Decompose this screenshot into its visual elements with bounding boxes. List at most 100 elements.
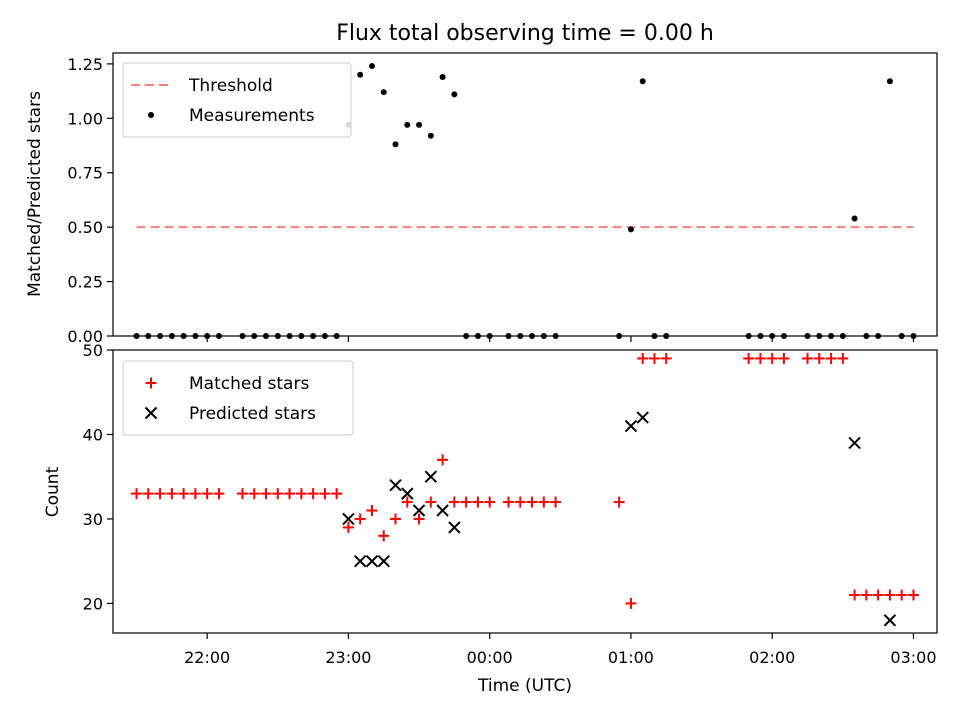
- chart-title: Flux total observing time = 0.00 h: [336, 21, 714, 46]
- matched-star-point: [154, 488, 166, 500]
- bottom-axes-frame: [112, 349, 938, 634]
- xtick-label: 23:00: [325, 648, 371, 667]
- legend-box: [122, 360, 354, 436]
- predicted-star-point: [424, 470, 438, 483]
- measurement-point: [416, 121, 423, 128]
- matched-star-point: [637, 352, 649, 364]
- predicted-star-point: [412, 504, 426, 517]
- matched-star-point: [401, 496, 413, 508]
- predicted-star-point: [389, 478, 402, 492]
- predicted-star-point: [436, 504, 449, 517]
- matched-star-point: [625, 597, 637, 609]
- matched-star-point: [213, 488, 225, 500]
- predicted-star-point: [401, 487, 414, 500]
- matched-star-point: [660, 352, 672, 364]
- matched-star-point: [472, 496, 484, 508]
- matched-star-point: [448, 496, 460, 508]
- matched-star-point: [613, 496, 625, 508]
- predicted-star-point: [365, 554, 379, 568]
- matched-star-point: [413, 513, 425, 525]
- predicted-star-point: [448, 521, 461, 534]
- matched-star-point: [754, 352, 766, 364]
- matched-star-point: [813, 352, 825, 364]
- top-legend: Threshold Measurements: [122, 62, 352, 138]
- measurement-point: [451, 91, 458, 98]
- matched-star-point: [142, 488, 154, 500]
- matched-star-point: [189, 488, 201, 500]
- matched-star-point: [896, 589, 908, 601]
- matched-star-point: [550, 496, 562, 508]
- xtick-label: 00:00: [467, 648, 513, 667]
- matched-star-point: [284, 488, 296, 500]
- bottom-ytick-label: 40: [83, 425, 103, 444]
- matched-star-point: [514, 496, 526, 508]
- measurement-point: [627, 226, 634, 233]
- matched-star-point: [484, 496, 496, 508]
- matched-star-point: [437, 454, 449, 466]
- ratio-subplot: Flux total observing time = 0.00 h Match…: [25, 21, 938, 346]
- matched-star-point: [778, 352, 790, 364]
- top-axes-frame: [112, 52, 938, 337]
- legend-label: Matched stars: [189, 374, 309, 394]
- x-axis-label: Time (UTC): [477, 676, 572, 696]
- top-ytick-label: 0.25: [67, 273, 103, 292]
- matched-star-point: [825, 352, 837, 364]
- bottom-ytick-label: 20: [83, 594, 103, 613]
- matched-star-point: [354, 513, 366, 525]
- legend-box: [122, 62, 352, 138]
- bottom-legend: Matched stars Predicted stars: [122, 360, 354, 436]
- bottom-plot-marks: [131, 352, 919, 627]
- matched-star-point: [178, 488, 190, 500]
- bottom-y-ticks: 20 30 40 50: [83, 341, 113, 613]
- xtick-label: 01:00: [608, 648, 654, 667]
- predicted-star-point: [377, 554, 390, 568]
- matched-star-point: [425, 496, 437, 508]
- matched-star-point: [872, 589, 884, 601]
- matched-star-point: [503, 496, 515, 508]
- matched-star-point: [201, 488, 213, 500]
- bottom-ytick-label: 30: [83, 510, 103, 529]
- matched-star-point: [295, 488, 307, 500]
- measurement-point: [439, 73, 446, 80]
- matched-star-point: [166, 488, 178, 500]
- legend-matched-swatch: [145, 377, 157, 389]
- legend-measurement-swatch: [148, 112, 154, 118]
- legend-label: Predicted stars: [189, 404, 316, 424]
- predicted-star-point: [636, 411, 649, 424]
- measurement-point: [380, 89, 387, 96]
- xtick-label: 03:00: [890, 648, 936, 667]
- measurement-point: [392, 141, 399, 148]
- matched-star-point: [860, 589, 872, 601]
- xtick-label: 02:00: [749, 648, 795, 667]
- matched-star-point: [460, 496, 472, 508]
- top-y-ticks: 0.00 0.25 0.50 0.75 1.00 1.25: [67, 55, 915, 346]
- matched-star-point: [378, 530, 390, 542]
- matched-star-point: [366, 505, 378, 517]
- matched-star-point: [837, 352, 849, 364]
- predicted-star-point: [848, 436, 861, 450]
- matched-star-point: [331, 488, 343, 500]
- matched-star-point: [131, 488, 143, 500]
- bottom-y-axis-label: Count: [43, 466, 63, 517]
- matched-star-point: [307, 488, 319, 500]
- matched-star-point: [390, 513, 402, 525]
- matched-star-point: [802, 352, 814, 364]
- measurement-point: [851, 215, 858, 222]
- matched-star-point: [849, 589, 861, 601]
- predicted-star-point: [624, 419, 638, 433]
- count-subplot: Count Time (UTC) 20 30 40 50 22:00 23:00 00:0…: [43, 341, 938, 696]
- matched-star-point: [907, 589, 919, 601]
- top-y-axis-label: Matched/Predicted stars: [25, 91, 45, 297]
- matched-star-point: [766, 352, 778, 364]
- top-ytick-label: 0.50: [67, 218, 103, 237]
- top-ytick-label: 1.00: [67, 109, 103, 128]
- matched-star-point: [648, 352, 660, 364]
- legend-predicted-swatch: [144, 406, 158, 420]
- matched-star-point: [884, 589, 896, 601]
- measurement-point: [427, 132, 434, 139]
- predicted-star-point: [353, 554, 367, 568]
- matched-star-point: [526, 496, 538, 508]
- matched-star-point: [248, 488, 260, 500]
- matched-star-point: [260, 488, 272, 500]
- top-ytick-label: 0.75: [67, 164, 103, 183]
